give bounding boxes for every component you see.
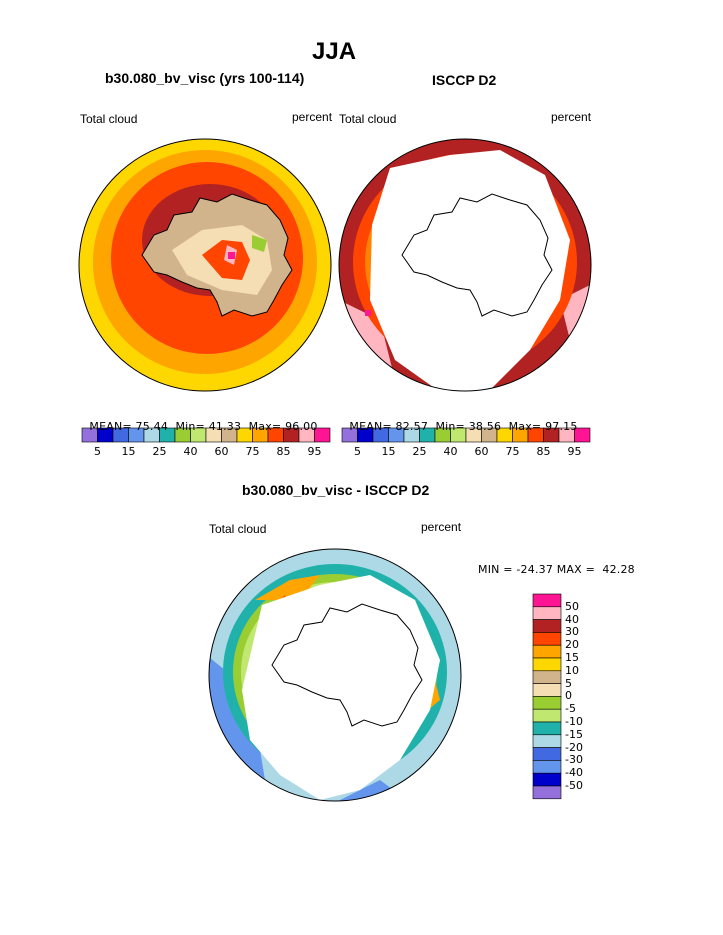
- panel1-units-label: percent: [292, 110, 333, 124]
- colorbar-difference-swatch: [532, 785, 562, 800]
- panel3-title: b30.080_bv_visc - ISCCP D2: [242, 482, 430, 498]
- colorbar-difference-swatch: [532, 734, 562, 748]
- colorbar-model-tick-label: 60: [214, 445, 229, 458]
- colorbar-isccp-tick-label: 25: [412, 445, 427, 458]
- colorbar-model-tick-label: 5: [94, 445, 101, 458]
- colorbar-isccp-tick-label: 40: [443, 445, 458, 458]
- colorbar-difference-swatch: [532, 644, 562, 659]
- colorbar-difference-tick-label: -10: [565, 715, 583, 728]
- colorbar-model-swatch: [314, 427, 331, 443]
- panel2-units-label: percent: [551, 110, 592, 124]
- colorbar-isccp-tick-label: 15: [381, 445, 396, 458]
- colorbar-difference-swatch: [532, 619, 562, 633]
- colorbar-model-tick-label: 85: [276, 445, 291, 458]
- colorbar-difference-swatch: [532, 747, 562, 761]
- colorbar-difference-tick-label: 15: [565, 651, 579, 664]
- colorbar-model-tick-label: 75: [245, 445, 260, 458]
- colorbar-difference-tick-label: 5: [565, 676, 572, 690]
- panel3-variable-label: Total cloud: [209, 522, 267, 536]
- colorbar-difference-swatch: [532, 696, 562, 710]
- panel1-variable-label: Total cloud: [80, 112, 138, 126]
- colorbar-difference-swatch: [532, 683, 562, 697]
- colorbar-difference-swatch: [532, 593, 562, 608]
- panel1-stats: MEAN= 75.44 Min= 41.33 Max= 96.00: [89, 420, 318, 433]
- colorbar-difference-tick-label: -40: [565, 766, 583, 780]
- colorbar-difference-tick-label: 50: [565, 599, 579, 613]
- colorbar-difference-swatch: [532, 721, 562, 736]
- map-model-total-cloud: [79, 139, 331, 391]
- panel1-title: b30.080_bv_visc (yrs 100-114): [105, 70, 305, 86]
- colorbar-model-tick-label: 25: [152, 445, 167, 458]
- colorbar-model: [81, 427, 331, 443]
- colorbar-isccp-tick-label: 75: [505, 445, 520, 458]
- colorbar-model-tick-label: 95: [307, 445, 322, 458]
- colorbar-isccp-swatch: [574, 427, 591, 443]
- colorbar-model-tick-label: 40: [183, 445, 198, 458]
- panel3-units-label: percent: [421, 520, 462, 534]
- colorbar-isccp-tick-label: 60: [474, 445, 489, 458]
- colorbar-difference-tick-label: -15: [565, 727, 583, 741]
- colorbar-difference-tick-label: -20: [565, 740, 583, 754]
- colorbar-difference-tick-label: 40: [565, 612, 579, 626]
- colorbar-difference: [532, 593, 562, 800]
- colorbar-model-tick-label: 15: [121, 445, 136, 458]
- colorbar-difference-swatch: [532, 606, 562, 620]
- panel2-stats: MEAN= 82.57 Min= 38.56 Max= 97.15: [349, 420, 578, 433]
- colorbar-difference-swatch: [532, 670, 562, 684]
- colorbar-difference-tick-label: -30: [565, 753, 583, 767]
- colorbar-difference-swatch: [532, 708, 562, 723]
- colorbar-isccp: [341, 427, 591, 443]
- panel2-title: ISCCP D2: [432, 72, 497, 88]
- colorbar-isccp-tick-label: 5: [354, 445, 361, 458]
- panel2-variable-label: Total cloud: [339, 112, 397, 126]
- colorbar-difference-tick-label: -50: [565, 779, 583, 792]
- map-isccp-total-cloud: [339, 139, 591, 391]
- colorbar-difference-tick-label: 10: [565, 663, 579, 677]
- colorbar-difference-tick-label: 20: [565, 638, 579, 652]
- colorbar-difference-swatch: [532, 632, 562, 646]
- panel3-stats: MIN = -24.37 MAX = 42.28: [478, 563, 635, 576]
- map-difference-total-cloud: [209, 549, 461, 801]
- colorbar-difference-swatch: [532, 657, 562, 672]
- colorbar-difference-tick-label: -5: [565, 702, 576, 716]
- colorbar-difference-tick-label: 0: [565, 689, 572, 703]
- colorbar-difference-tick-label: 30: [565, 625, 579, 639]
- page-title: JJA: [312, 38, 357, 65]
- colorbar-isccp-tick-label: 85: [536, 445, 551, 458]
- colorbar-difference-swatch: [532, 772, 562, 787]
- colorbar-difference-swatch: [532, 760, 562, 774]
- colorbar-isccp-tick-label: 95: [567, 445, 582, 458]
